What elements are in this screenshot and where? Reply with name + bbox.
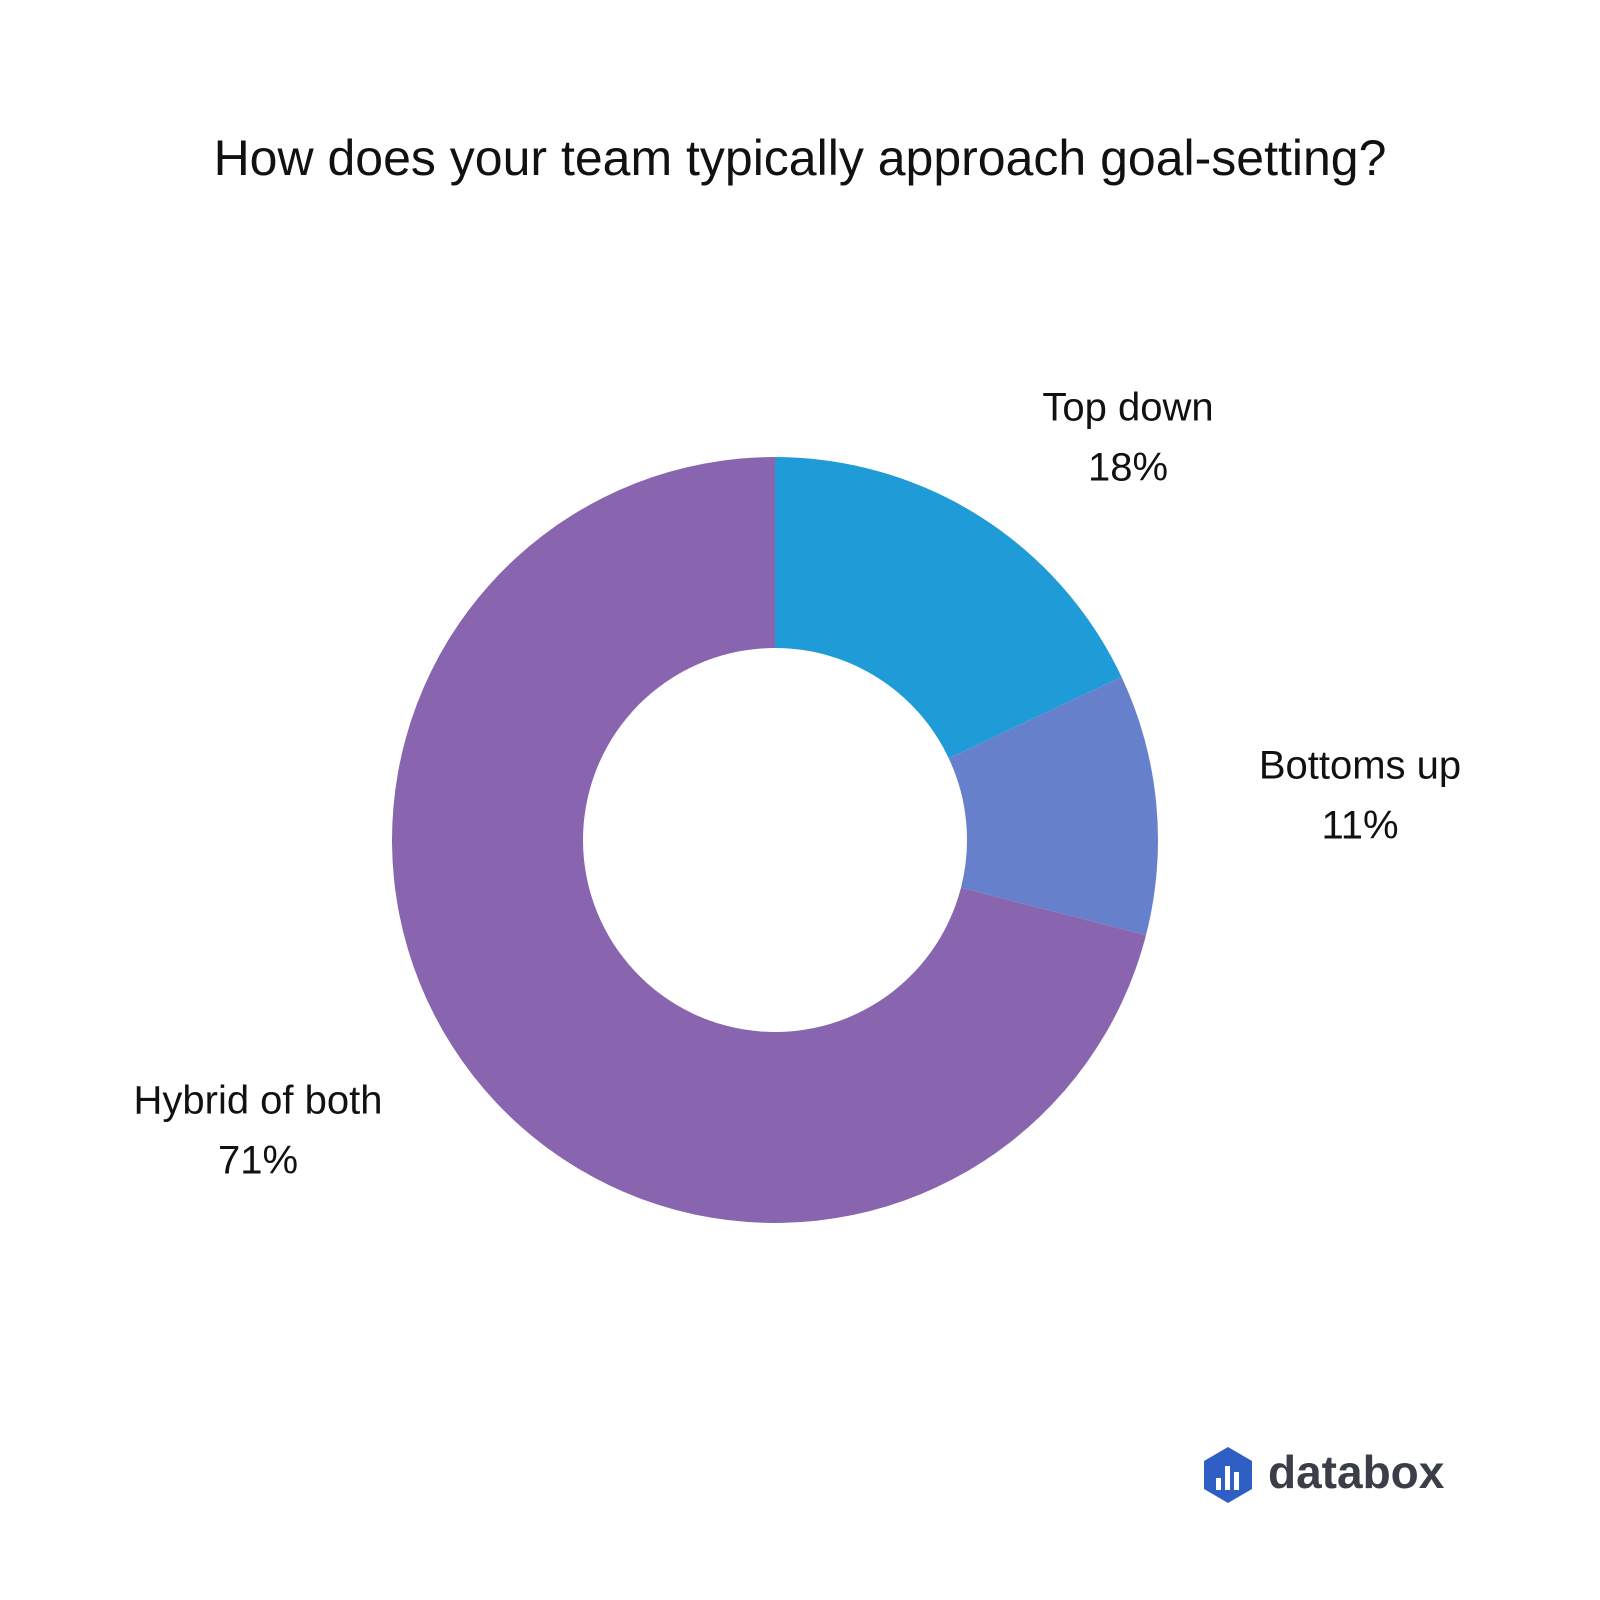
slice-value-label: 18% xyxy=(1088,446,1168,490)
brand-logo: databox xyxy=(1204,1446,1445,1503)
donut-slice xyxy=(775,457,1122,759)
logo-bar xyxy=(1216,1478,1221,1490)
logo-bar xyxy=(1234,1472,1239,1490)
donut-slice xyxy=(948,676,1159,936)
slice-value-label: 11% xyxy=(1321,804,1398,848)
donut-slice xyxy=(392,457,1146,1223)
chart-title: How does your team typically approach go… xyxy=(214,130,1387,186)
brand-name: databox xyxy=(1268,1446,1445,1498)
slice-label: Top down xyxy=(1042,386,1213,430)
slice-label: Bottoms up xyxy=(1259,744,1461,788)
slice-value-label: 71% xyxy=(218,1139,298,1183)
slice-label: Hybrid of both xyxy=(133,1079,382,1123)
logo-bar xyxy=(1225,1466,1230,1490)
